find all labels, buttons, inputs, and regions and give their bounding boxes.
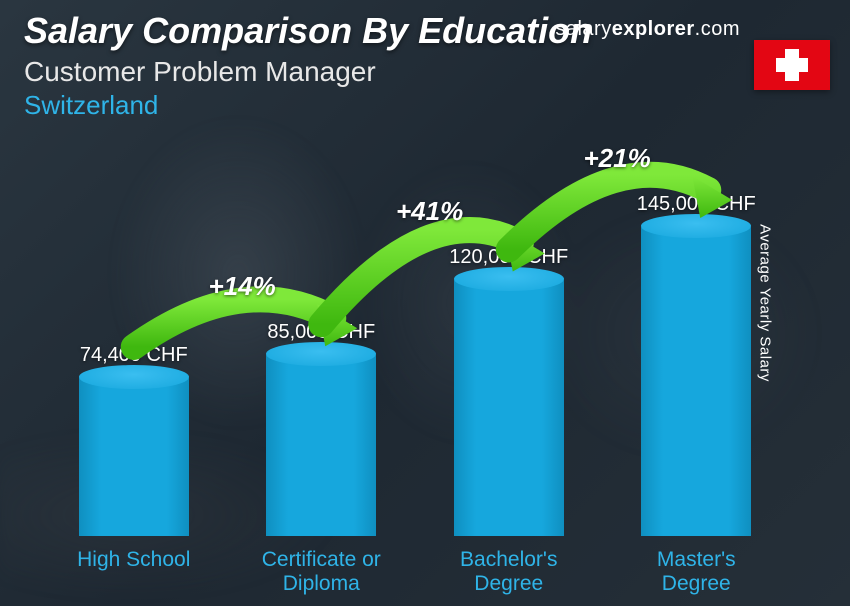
x-axis-labels: High SchoolCertificate orDiplomaBachelor… — [40, 548, 790, 596]
bar-front — [454, 279, 564, 536]
bar-value-label: 74,400 CHF — [80, 344, 188, 367]
bar-top-ellipse — [266, 342, 376, 366]
bar — [79, 377, 189, 536]
country-name: Switzerland — [24, 90, 826, 121]
bar-top-ellipse — [641, 214, 751, 238]
brand-logo-text: salaryexplorer.com — [555, 18, 740, 41]
bar-value-label: 85,000 CHF — [267, 321, 375, 344]
chart-column: 145,000 CHF — [603, 193, 791, 536]
bar-value-label: 145,000 CHF — [637, 193, 756, 216]
job-title: Customer Problem Manager — [24, 56, 826, 88]
bar — [641, 226, 751, 536]
x-axis-category-label: High School — [40, 548, 228, 596]
increment-percent-label: +14% — [209, 271, 276, 302]
switzerland-flag-icon — [754, 40, 830, 90]
bar-front — [266, 354, 376, 536]
bar-value-label: 120,000 CHF — [449, 246, 568, 269]
chart-column: 74,400 CHF — [40, 344, 228, 536]
brand-suffix: .com — [695, 18, 740, 40]
increment-percent-label: +21% — [584, 143, 651, 174]
brand-part2: explorer — [612, 18, 695, 40]
chart-column: 120,000 CHF — [415, 246, 603, 536]
bar-top-ellipse — [454, 267, 564, 291]
bar-top-ellipse — [79, 365, 189, 389]
flag-cross-horizontal — [776, 58, 808, 72]
bar — [454, 279, 564, 536]
x-axis-category-label: Bachelor'sDegree — [415, 548, 603, 596]
chart-column: 85,000 CHF — [228, 321, 416, 536]
bar-front — [79, 377, 189, 536]
increment-percent-label: +41% — [396, 196, 463, 227]
bar — [266, 354, 376, 536]
bar-front — [641, 226, 751, 536]
x-axis-category-label: Master'sDegree — [603, 548, 791, 596]
x-axis-category-label: Certificate orDiploma — [228, 548, 416, 596]
brand-part1: salary — [555, 18, 611, 40]
